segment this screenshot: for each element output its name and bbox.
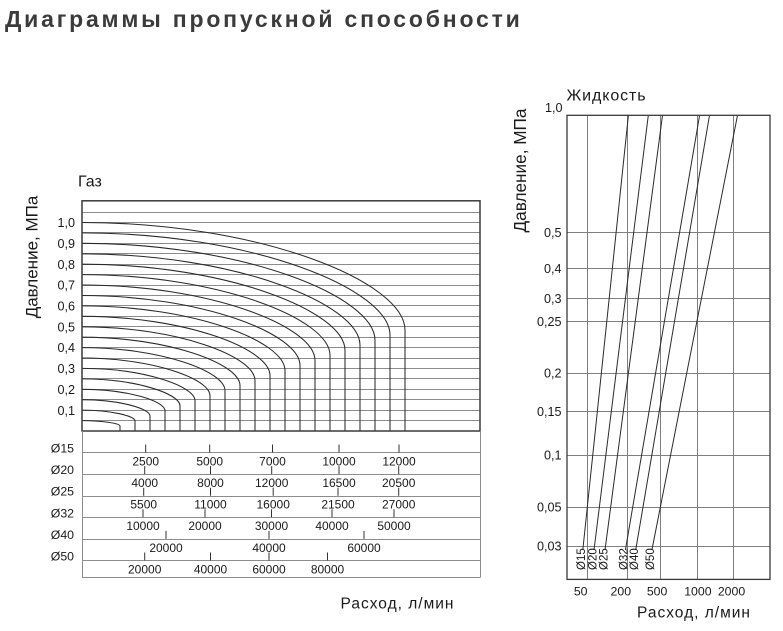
svg-text:Газ: Газ [78,174,102,191]
svg-text:0,05: 0,05 [537,501,562,515]
svg-text:10000: 10000 [126,519,160,533]
svg-text:60000: 60000 [347,541,381,555]
svg-text:Ø50: Ø50 [51,550,74,564]
svg-text:Ø20: Ø20 [587,548,599,570]
svg-text:0,3: 0,3 [57,362,75,376]
svg-text:20000: 20000 [149,541,183,555]
svg-text:50: 50 [574,585,588,599]
svg-text:0,2: 0,2 [57,383,75,397]
svg-text:21500: 21500 [321,498,355,512]
svg-text:30000: 30000 [255,519,289,533]
svg-text:0,8: 0,8 [57,258,75,272]
svg-text:20000: 20000 [188,519,222,533]
svg-text:16000: 16000 [257,498,291,512]
svg-text:10000: 10000 [322,454,356,468]
svg-text:20500: 20500 [382,476,416,490]
svg-text:Диаграммы пропускной способнос: Диаграммы пропускной способности [5,6,523,32]
svg-text:5000: 5000 [196,454,223,468]
svg-text:Расход, л/мин: Расход, л/мин [341,596,455,613]
svg-text:0,25: 0,25 [537,315,562,329]
svg-text:80000: 80000 [311,562,345,576]
svg-text:2000: 2000 [718,585,746,599]
svg-text:27000: 27000 [382,498,416,512]
svg-text:40000: 40000 [315,519,349,533]
svg-text:500: 500 [647,585,668,599]
svg-text:8000: 8000 [197,476,224,490]
svg-text:Ø32: Ø32 [51,506,74,520]
svg-text:11000: 11000 [194,498,227,512]
svg-text:Жидкость: Жидкость [567,88,647,105]
svg-text:Ø25: Ø25 [598,548,610,570]
svg-text:60000: 60000 [252,562,286,576]
svg-text:16500: 16500 [322,476,356,490]
svg-text:5500: 5500 [130,498,157,512]
svg-text:0,03: 0,03 [537,540,562,554]
svg-text:2500: 2500 [132,454,159,468]
svg-text:20000: 20000 [128,562,162,576]
svg-text:12000: 12000 [255,476,289,490]
svg-text:50000: 50000 [377,519,411,533]
svg-text:1000: 1000 [684,585,712,599]
svg-text:Ø25: Ø25 [51,485,74,499]
svg-text:0,9: 0,9 [57,237,75,251]
svg-text:0,1: 0,1 [57,404,75,418]
svg-text:40000: 40000 [194,562,228,576]
svg-text:Давление, МПа: Давление, МПа [510,108,530,232]
svg-text:Ø50: Ø50 [645,548,657,570]
svg-text:200: 200 [611,585,632,599]
svg-text:0,4: 0,4 [57,341,75,355]
svg-text:0,5: 0,5 [57,320,75,334]
svg-text:1,0: 1,0 [57,216,75,230]
svg-text:0,2: 0,2 [544,367,562,381]
svg-text:Ø40: Ø40 [629,548,641,570]
svg-text:Ø40: Ø40 [51,528,74,542]
svg-text:0,4: 0,4 [544,262,562,276]
svg-text:0,1: 0,1 [544,449,562,463]
svg-text:4000: 4000 [131,476,158,490]
svg-text:12000: 12000 [382,454,416,468]
svg-text:0,3: 0,3 [544,292,562,306]
svg-text:0,15: 0,15 [537,405,562,419]
svg-text:0,7: 0,7 [57,279,75,293]
svg-text:Давление, МПа: Давление, МПа [23,195,42,318]
svg-text:Ø15: Ø15 [576,548,588,570]
svg-text:Расход, л/мин: Расход, л/мин [637,605,751,622]
svg-text:7000: 7000 [259,454,286,468]
svg-text:Ø32: Ø32 [619,548,631,570]
svg-text:0,6: 0,6 [57,300,75,314]
svg-text:0,5: 0,5 [544,226,562,240]
svg-text:Ø20: Ø20 [51,463,74,477]
svg-text:Ø15: Ø15 [51,442,74,456]
svg-text:40000: 40000 [252,541,286,555]
svg-text:1,0: 1,0 [545,101,563,115]
